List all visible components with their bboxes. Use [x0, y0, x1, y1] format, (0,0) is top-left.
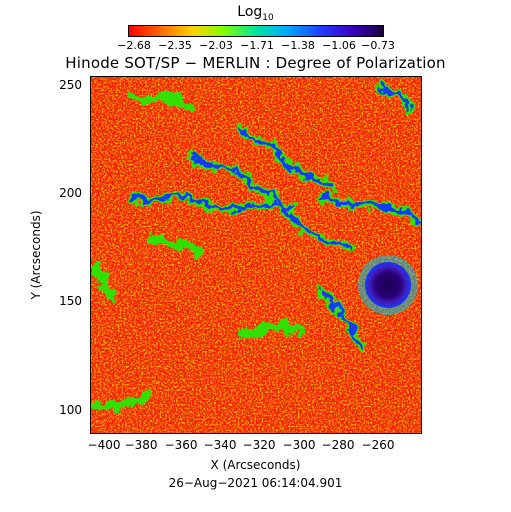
x-tick-label: −300: [282, 438, 316, 452]
observation-date: 26−Aug−2021 06:14:04.901: [168, 476, 343, 490]
colorbar: [128, 25, 384, 37]
colorbar-tick: −1.38: [281, 39, 315, 52]
x-tick-label: −380: [124, 438, 158, 452]
polarization-map: [90, 76, 422, 434]
y-tick-label: 100: [59, 403, 82, 417]
x-tick-label: −360: [164, 438, 198, 452]
network-core: [129, 85, 421, 349]
x-tick-label: −400: [87, 438, 121, 452]
polarization-map-image: [91, 77, 421, 433]
x-axis-label: X (Arcseconds): [210, 458, 301, 472]
sunspot-umbra: [365, 262, 411, 308]
colorbar-tick: −2.03: [199, 39, 233, 52]
colorbar-title: Log10: [0, 4, 511, 23]
colorbar-tick: −1.06: [322, 39, 356, 52]
colorbar-tick: −1.71: [240, 39, 274, 52]
y-tick-label: 200: [59, 186, 82, 200]
y-tick-label: 250: [59, 78, 82, 92]
colorbar-tick: −2.68: [117, 39, 151, 52]
x-tick-label: −340: [203, 438, 237, 452]
map-texture-yellow: [91, 77, 421, 433]
sunspot: [358, 255, 418, 315]
map-title: Hinode SOT/SP − MERLIN : Degree of Polar…: [65, 54, 446, 72]
colorbar-title-text: Log: [237, 4, 263, 20]
x-tick-label: −320: [242, 438, 276, 452]
network-features: [91, 82, 421, 412]
x-tick-label: −280: [321, 438, 355, 452]
colorbar-tick: −0.73: [361, 39, 395, 52]
y-tick-label: 150: [59, 294, 82, 308]
y-axis-label: Y (Arcseconds): [29, 210, 43, 300]
colorbar-title-subscript: 10: [262, 12, 274, 23]
colorbar-tick: −2.35: [158, 39, 192, 52]
x-tick-label: −260: [361, 438, 395, 452]
